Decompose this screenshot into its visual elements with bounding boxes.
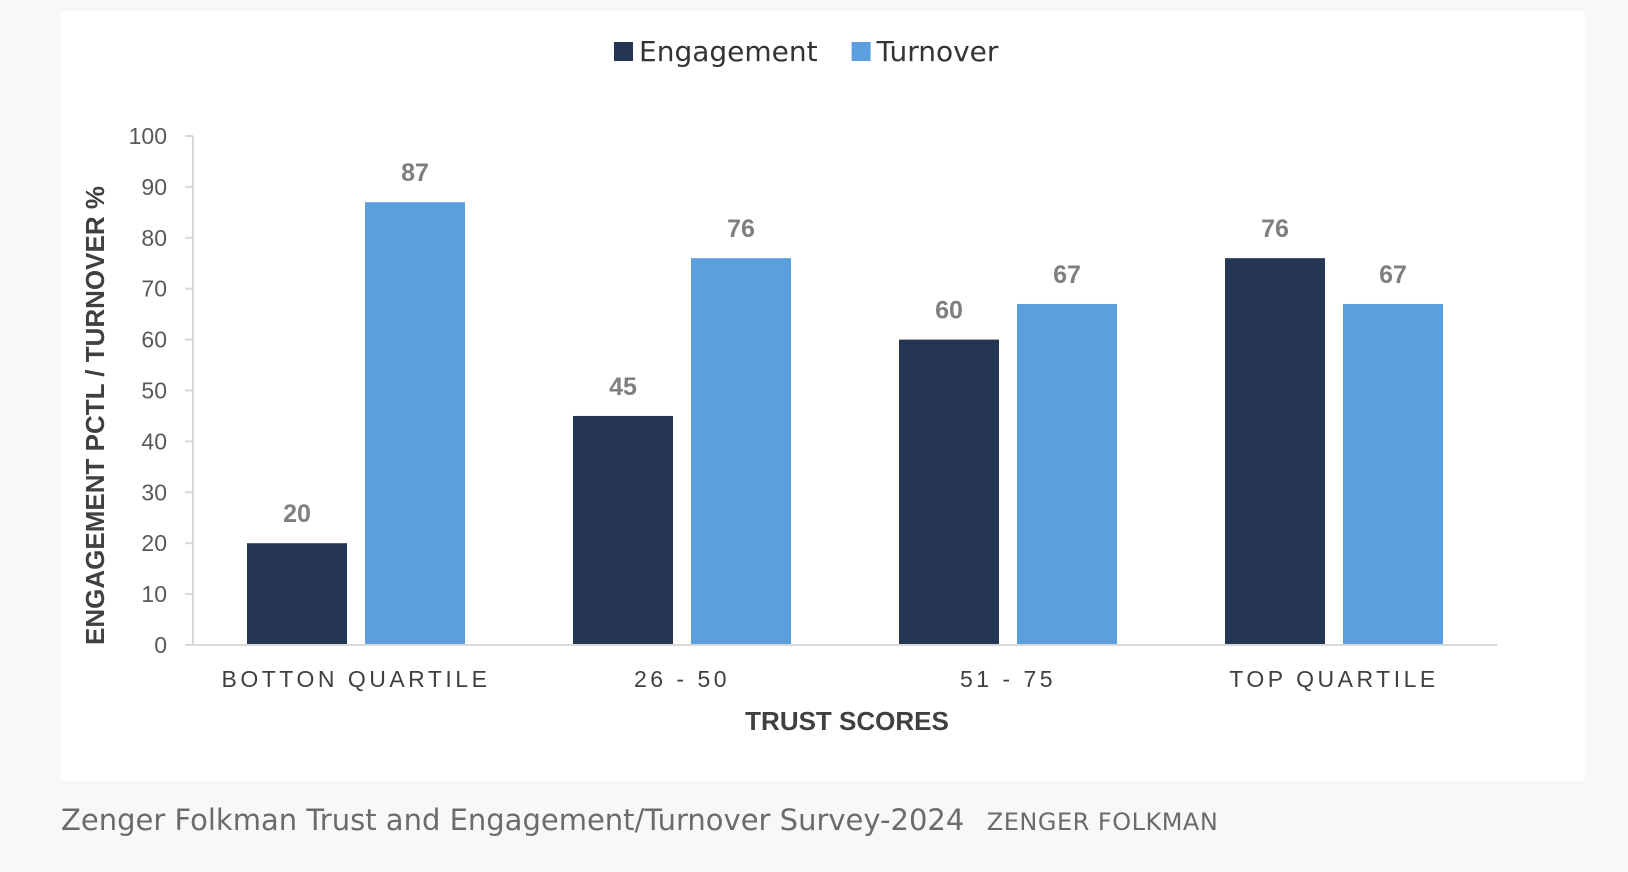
y-tick-label: 100 <box>129 123 167 149</box>
caption-credit: ZENGER FOLKMAN <box>986 808 1219 836</box>
y-tick-label: 20 <box>141 530 167 556</box>
x-axis-title: TRUST SCORES <box>745 706 949 736</box>
chart-card: Engagement Turnover 0 10 20 30 40 50 60 70 80 90 10… <box>61 11 1585 781</box>
bar-turnover <box>365 202 465 646</box>
legend-swatch-engagement <box>614 42 633 61</box>
y-tick-label: 90 <box>141 174 167 200</box>
caption-text: Zenger Folkman Trust and Engagement/Turn… <box>61 803 965 837</box>
data-label: 76 <box>727 215 755 243</box>
bar-engagement <box>899 339 999 645</box>
y-axis: 0 10 20 30 40 50 60 70 80 90 100 <box>129 123 194 658</box>
bar-turnover <box>1017 303 1117 645</box>
bar-engagement <box>1225 258 1325 645</box>
data-label: 67 <box>1379 261 1407 289</box>
x-tick-label: 26 - 50 <box>634 666 730 692</box>
bars: 20 87 45 76 60 67 76 67 <box>247 159 1443 646</box>
y-tick-label: 80 <box>141 225 167 251</box>
data-label: 76 <box>1261 215 1289 243</box>
figure-caption: Zenger Folkman Trust and Engagement/Turn… <box>61 803 1218 837</box>
legend-label-engagement: Engagement <box>639 35 818 68</box>
data-label: 45 <box>609 373 637 401</box>
bar-engagement <box>573 415 673 645</box>
y-tick-label: 40 <box>141 428 167 454</box>
bar-turnover <box>1343 303 1443 645</box>
y-axis-title: ENGAGEMENT PCTL / TURNOVER % <box>80 186 110 645</box>
y-tick-label: 70 <box>141 276 167 302</box>
data-label: 67 <box>1053 261 1081 289</box>
y-tick-label: 30 <box>141 479 167 505</box>
bar-turnover <box>691 258 791 645</box>
legend-swatch-turnover <box>851 42 871 61</box>
legend: Engagement Turnover <box>614 35 999 68</box>
y-tick-label: 50 <box>141 378 167 404</box>
data-label: 20 <box>283 500 311 528</box>
x-tick-label: BOTTON QUARTILE <box>222 666 491 692</box>
bar-chart: Engagement Turnover 0 10 20 30 40 50 60 70 80 90 10… <box>80 35 1497 736</box>
data-label: 60 <box>935 297 963 325</box>
y-tick-label: 60 <box>141 327 167 353</box>
x-tick-label: TOP QUARTILE <box>1229 666 1438 692</box>
x-axis: BOTTON QUARTILE 26 - 50 51 - 75 TOP QUARTIL… <box>193 644 1497 692</box>
legend-label-turnover: Turnover <box>876 35 999 68</box>
y-tick-label: 0 <box>154 632 167 658</box>
data-label: 87 <box>401 159 429 187</box>
bar-engagement <box>247 543 347 645</box>
x-tick-label: 51 - 75 <box>960 666 1056 692</box>
y-tick-label: 10 <box>141 581 167 607</box>
